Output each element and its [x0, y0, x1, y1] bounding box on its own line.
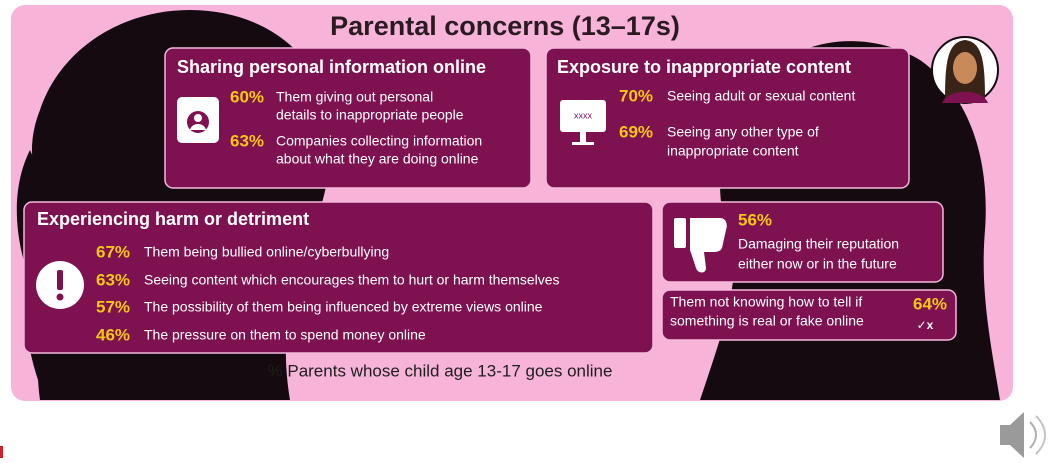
percent: 56%	[738, 210, 772, 229]
percent: 69%	[619, 122, 653, 141]
percent: 64%	[913, 294, 947, 313]
item-text: Seeing adult or sexual content	[667, 88, 855, 104]
panel	[23, 201, 654, 354]
item-text: Them being bullied online/cyberbullying	[144, 244, 389, 260]
item-text: The possibility of them being influenced…	[144, 299, 543, 315]
item-text: Them not knowing how to tell if	[670, 294, 862, 310]
panel-heading: Experiencing harm or detriment	[37, 209, 309, 229]
item-text: Damaging their reputation	[738, 236, 899, 252]
item-text: details to inappropriate people	[276, 107, 464, 123]
monitor-mask: xxxx	[574, 110, 593, 120]
item-text: Them giving out personal	[276, 89, 433, 105]
item-text: Companies collecting information	[276, 133, 482, 149]
edge-marker	[0, 446, 3, 458]
item-text: Seeing any other type of	[667, 124, 819, 140]
speaker-icon	[1000, 412, 1046, 458]
item-text: Seeing content which encourages them to …	[144, 272, 560, 288]
avatar-face	[953, 52, 977, 84]
panel-heading: Sharing personal information online	[177, 57, 486, 77]
monitor-icon: xxxx	[560, 100, 606, 145]
percent: 70%	[619, 86, 653, 105]
panel	[545, 47, 910, 189]
thumbs-down-icon	[674, 218, 727, 273]
check-cross-icon: ✓x	[917, 318, 934, 332]
percent: 57%	[96, 297, 130, 316]
percent: 67%	[96, 242, 130, 261]
item-text: about what they are doing online	[276, 151, 479, 167]
avatar-body	[942, 91, 988, 103]
footnote: % Parents whose child age 13-17 goes onl…	[268, 361, 613, 380]
item-text: The pressure on them to spend money onli…	[144, 327, 426, 343]
panel	[661, 201, 944, 283]
folder-icon	[177, 97, 219, 143]
percent: 63%	[96, 270, 130, 289]
item-text: inappropriate content	[667, 143, 799, 159]
panel	[164, 47, 532, 189]
warning-icon	[36, 261, 84, 309]
panel-heading: Exposure to inappropriate content	[557, 57, 851, 77]
percent: 63%	[230, 131, 264, 150]
item-text: either now or in the future	[738, 256, 897, 272]
item-text: something is real or fake online	[670, 313, 864, 329]
percent: 46%	[96, 325, 130, 344]
percent: 60%	[230, 87, 264, 106]
panel	[661, 289, 957, 341]
title: Parental concerns (13–17s)	[330, 11, 680, 41]
